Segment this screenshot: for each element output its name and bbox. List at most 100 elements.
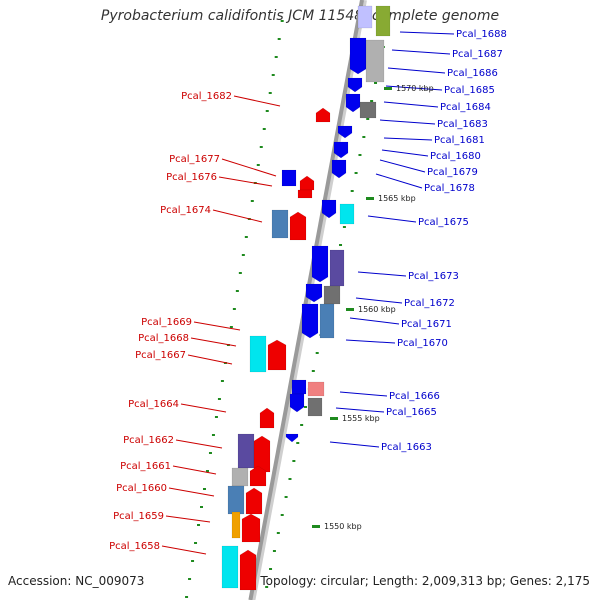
label-line — [180, 403, 227, 413]
tick-dot — [185, 596, 189, 598]
tick-dot — [202, 488, 206, 490]
tick-dot — [296, 442, 300, 444]
gene-mark — [231, 467, 249, 487]
scale-tick-mark — [312, 525, 320, 528]
genome-summary-text: Topology: circular; Length: 2,009,313 bp… — [260, 574, 590, 588]
label-line — [175, 439, 223, 449]
label-line — [218, 176, 273, 187]
tick-dot — [272, 550, 276, 552]
gene-label-reverse: Pcal_1664 — [128, 399, 179, 410]
tick-dot — [277, 38, 281, 40]
gene-label-forward: Pcal_1679 — [427, 167, 478, 178]
tick-dot — [229, 326, 233, 328]
gene-layer — [221, 5, 391, 591]
gene-label-forward: Pcal_1686 — [447, 68, 498, 79]
tick-dot — [269, 568, 273, 570]
scale-tick-label: 1565 kbp — [378, 194, 416, 203]
label-line — [335, 407, 385, 413]
tick-dot — [268, 92, 272, 94]
gene-label-reverse: Pcal_1662 — [123, 435, 174, 446]
label-line — [172, 465, 217, 475]
tick-dot — [244, 236, 248, 238]
tick-dot — [300, 424, 304, 426]
tick-dot — [200, 506, 204, 508]
gene-label-reverse: Pcal_1674 — [160, 205, 211, 216]
label-line — [349, 317, 400, 325]
scale-tick-mark — [330, 417, 338, 420]
gene-mark — [231, 511, 241, 539]
gene-label-forward: Pcal_1685 — [444, 85, 495, 96]
gene-mark — [285, 433, 299, 443]
gene-mark — [271, 209, 289, 239]
gene-label-reverse: Pcal_1660 — [116, 483, 167, 494]
tick-dot — [220, 380, 224, 382]
tick-dot — [208, 452, 212, 454]
backbone-layer — [248, 0, 367, 600]
label-line — [367, 215, 417, 223]
gene-mark — [315, 107, 331, 123]
tick-dot — [194, 542, 198, 544]
gene-label-forward: Pcal_1672 — [404, 298, 455, 309]
gene-mark — [319, 303, 335, 339]
tick-dot — [342, 226, 346, 228]
tick-dot — [284, 496, 288, 498]
gene-mark — [311, 245, 329, 283]
gene-mark — [249, 335, 267, 373]
gene-mark — [289, 393, 305, 413]
label-line — [193, 321, 241, 331]
gene-mark — [359, 101, 377, 119]
tick-dot — [292, 460, 296, 462]
gene-mark — [347, 77, 363, 93]
gene-label-reverse: Pcal_1667 — [135, 350, 186, 361]
gene-label-forward: Pcal_1678 — [424, 183, 475, 194]
gene-label-reverse: Pcal_1682 — [181, 91, 232, 102]
tick-dot — [235, 290, 239, 292]
tick-dot — [256, 164, 260, 166]
label-line — [355, 297, 403, 304]
tick-dot — [238, 272, 242, 274]
gene-label-forward: Pcal_1684 — [440, 102, 491, 113]
label-line — [221, 158, 277, 177]
gene-mark — [253, 435, 271, 473]
gene-mark — [305, 283, 323, 303]
tick-dot — [374, 82, 378, 84]
gene-label-forward: Pcal_1671 — [401, 319, 452, 330]
gene-label-forward: Pcal_1673 — [408, 271, 459, 282]
gene-labels-layer: Pcal_1688 Pcal_1687 Pcal_1686 Pcal_1685 Pcal… — [109, 29, 507, 552]
gene-mark — [321, 199, 337, 219]
gene-mark — [221, 545, 239, 589]
gene-label-forward: Pcal_1687 — [452, 49, 503, 60]
gene-label-forward: Pcal_1665 — [386, 407, 437, 418]
gene-mark — [241, 513, 261, 543]
scale-tick-label: 1550 kbp — [324, 522, 362, 531]
gene-mark — [307, 397, 323, 417]
gene-label-reverse: Pcal_1661 — [120, 461, 171, 472]
tick-dot — [197, 524, 201, 526]
gene-mark — [239, 549, 257, 591]
label-line — [381, 149, 429, 157]
gene-mark — [259, 407, 275, 429]
gene-label-forward: Pcal_1681 — [434, 135, 485, 146]
label-line — [168, 487, 215, 497]
tick-dot — [354, 172, 358, 174]
tick-dot — [311, 370, 315, 372]
scale-tick-mark — [384, 87, 392, 90]
tick-dot — [370, 100, 374, 102]
label-line — [385, 85, 443, 91]
gene-mark — [267, 339, 287, 371]
label-line — [212, 209, 263, 223]
label-line — [383, 101, 439, 108]
gene-label-forward: Pcal_1675 — [418, 217, 469, 228]
gene-mark — [357, 5, 373, 29]
gene-mark — [249, 465, 267, 487]
gene-label-forward: Pcal_1666 — [389, 391, 440, 402]
gene-label-forward: Pcal_1663 — [381, 442, 432, 453]
tick-dot — [232, 308, 236, 310]
tick-dot — [358, 154, 362, 156]
gene-mark — [349, 37, 367, 75]
scale-tick-label: 1570 kbp — [396, 84, 434, 93]
tick-dot — [217, 398, 221, 400]
label-line — [161, 545, 207, 555]
gene-mark — [301, 303, 319, 339]
label-line — [379, 159, 426, 173]
